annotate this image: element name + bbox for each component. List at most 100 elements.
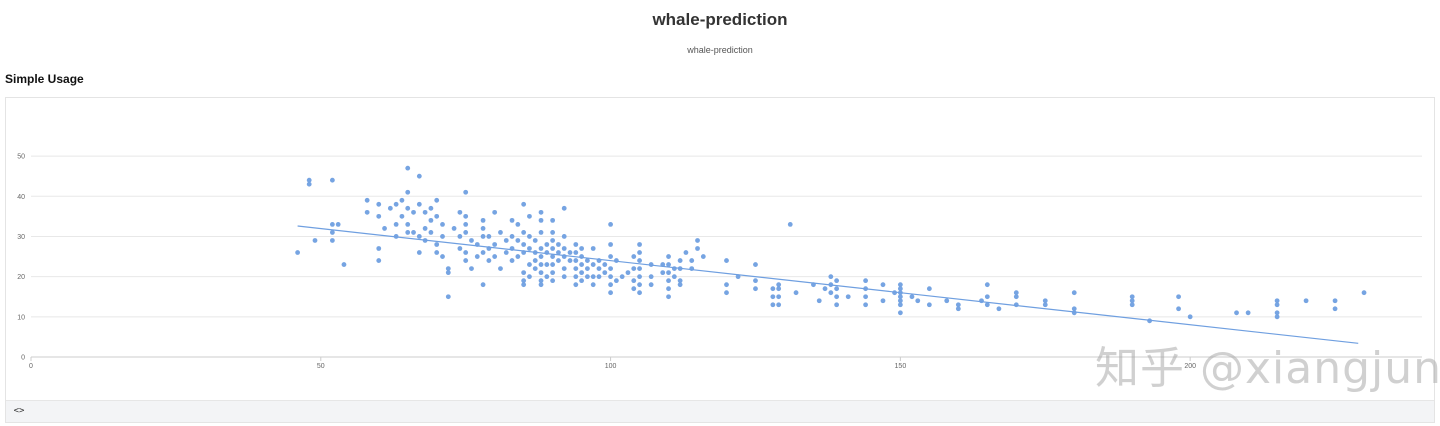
data-point — [521, 282, 527, 288]
data-point — [776, 286, 782, 292]
data-point — [619, 274, 625, 280]
data-point — [1332, 306, 1338, 312]
data-point — [579, 270, 585, 276]
data-point — [996, 306, 1002, 312]
data-point — [637, 242, 642, 247]
data-point — [422, 209, 428, 215]
data-point — [753, 278, 758, 284]
data-point — [677, 278, 683, 284]
data-point — [984, 294, 990, 300]
data-point — [416, 201, 422, 207]
data-point — [515, 238, 521, 243]
page-subtitle: whale-prediction — [687, 45, 753, 55]
axis-ticks: 0 10 20 30 40 50 0 50 100 150 200 — [17, 154, 1196, 370]
data-point — [1129, 294, 1135, 300]
data-point — [527, 262, 532, 267]
data-point — [834, 286, 840, 292]
data-point — [1274, 310, 1280, 316]
regression-layer — [297, 225, 1359, 344]
data-point — [613, 258, 619, 263]
data-point — [492, 242, 498, 247]
data-point — [538, 209, 544, 215]
data-point — [521, 201, 527, 207]
data-point — [1147, 318, 1152, 324]
data-point — [573, 242, 579, 247]
data-point — [573, 274, 579, 280]
data-point — [463, 222, 469, 227]
data-point — [1332, 298, 1338, 304]
data-point — [422, 238, 428, 243]
data-point — [700, 254, 706, 259]
data-point — [897, 290, 903, 296]
code-toggle-button[interactable]: <> — [13, 406, 25, 416]
data-point — [445, 270, 451, 276]
data-point — [434, 250, 440, 255]
data-point — [724, 258, 729, 263]
data-point — [984, 302, 990, 308]
data-point — [544, 262, 550, 267]
data-point — [608, 282, 613, 288]
data-point — [677, 282, 683, 288]
y-tick-label: 20 — [17, 274, 25, 281]
data-point — [863, 286, 868, 292]
data-point — [776, 282, 782, 288]
data-point — [596, 266, 602, 271]
data-point — [492, 254, 498, 259]
data-point — [405, 205, 411, 211]
data-point — [527, 246, 532, 251]
data-point — [474, 254, 480, 259]
data-point — [1042, 298, 1048, 304]
data-point — [892, 290, 897, 296]
data-point — [480, 217, 486, 223]
data-point — [897, 286, 903, 292]
data-point — [897, 310, 903, 316]
data-point — [480, 250, 486, 255]
data-point — [544, 242, 550, 247]
data-point — [897, 298, 903, 304]
data-point — [451, 226, 457, 231]
data-point — [567, 258, 573, 263]
data-point — [486, 246, 492, 251]
data-point — [834, 294, 840, 300]
section-title: Simple Usage — [5, 72, 84, 86]
data-point — [770, 294, 776, 300]
data-point — [538, 217, 544, 223]
data-point — [770, 302, 776, 308]
data-point — [585, 258, 590, 263]
data-point — [695, 246, 700, 251]
data-point — [306, 177, 312, 183]
data-point — [909, 294, 915, 300]
data-point — [897, 302, 903, 308]
data-point — [689, 266, 695, 271]
data-point — [521, 242, 527, 247]
data-point — [637, 250, 642, 255]
data-point — [399, 197, 405, 203]
data-point — [608, 274, 613, 280]
data-point — [341, 262, 347, 267]
data-point — [376, 246, 382, 251]
data-point — [1303, 298, 1309, 304]
data-point — [637, 282, 642, 288]
data-point — [793, 290, 799, 296]
data-point — [457, 234, 463, 239]
data-point — [880, 298, 886, 304]
data-point — [393, 234, 399, 239]
data-point — [666, 254, 671, 259]
data-point — [474, 242, 480, 247]
data-point — [1013, 302, 1019, 308]
data-point — [428, 217, 434, 223]
data-point — [416, 173, 422, 179]
data-point — [863, 302, 868, 308]
data-point — [329, 230, 335, 235]
x-tick-label: 50 — [317, 363, 325, 370]
data-point — [579, 254, 585, 259]
data-point — [677, 258, 683, 263]
data-point — [561, 205, 567, 211]
data-point — [1013, 294, 1019, 300]
x-tick-label: 200 — [1184, 363, 1196, 370]
data-point — [637, 274, 642, 280]
data-point — [1013, 290, 1019, 296]
data-point — [1245, 310, 1251, 316]
data-point — [399, 213, 405, 219]
y-tick-label: 30 — [17, 234, 25, 241]
